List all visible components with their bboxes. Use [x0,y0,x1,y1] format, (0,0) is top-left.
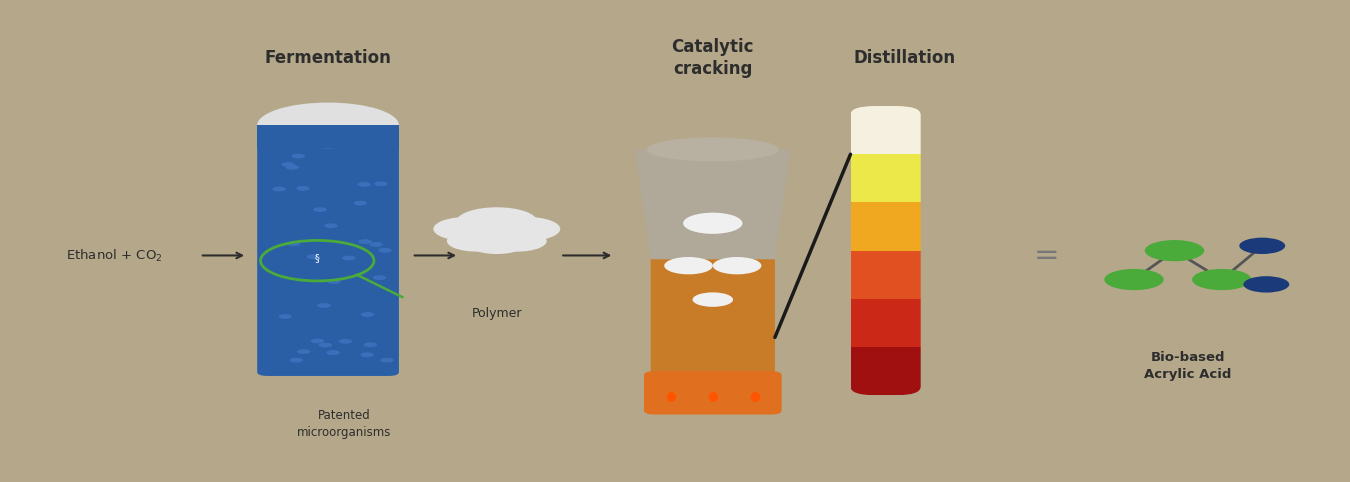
Text: Bio-based
Acrylic Acid: Bio-based Acrylic Acid [1145,351,1231,381]
Circle shape [281,162,294,167]
Circle shape [286,165,300,170]
Circle shape [378,248,392,253]
Circle shape [1192,269,1251,290]
Text: Ethanol + CO$_2$: Ethanol + CO$_2$ [66,247,163,264]
Circle shape [456,207,537,236]
Circle shape [286,241,300,246]
Bar [850,347,921,395]
Circle shape [319,343,332,348]
Text: §: § [315,253,320,263]
Text: Patented
microorganisms: Patented microorganisms [297,409,392,439]
Text: ●: ● [707,389,718,402]
Polygon shape [636,149,791,259]
Circle shape [358,182,371,187]
Circle shape [467,233,526,254]
Circle shape [664,257,713,274]
Circle shape [327,279,340,284]
Text: =: = [1034,241,1058,270]
FancyBboxPatch shape [651,164,775,376]
Circle shape [1243,276,1289,293]
Circle shape [1145,240,1204,261]
Circle shape [278,314,292,319]
Text: Distillation: Distillation [853,49,956,67]
Text: ●: ● [666,389,676,402]
Circle shape [493,217,560,241]
Circle shape [360,352,374,357]
Circle shape [273,187,286,191]
Text: Catalytic
cracking: Catalytic cracking [671,38,755,78]
Circle shape [310,338,324,343]
Circle shape [381,358,394,362]
Circle shape [693,293,733,307]
Ellipse shape [647,137,779,161]
Circle shape [374,182,387,187]
Circle shape [354,201,367,205]
Bar [850,299,921,347]
Bar [256,125,398,148]
Ellipse shape [256,103,400,148]
Circle shape [713,257,761,274]
Bar [850,251,921,299]
FancyBboxPatch shape [644,371,782,415]
Circle shape [292,154,305,159]
Circle shape [313,207,327,212]
Circle shape [360,312,374,317]
Circle shape [324,223,338,228]
Bar [850,154,921,202]
Bar [850,202,921,251]
Circle shape [1239,238,1285,254]
Bar [850,106,921,154]
Circle shape [1104,269,1164,290]
Text: Polymer: Polymer [471,307,522,320]
Circle shape [369,242,382,247]
Circle shape [433,217,501,241]
Text: ●: ● [749,389,760,402]
Circle shape [297,349,310,354]
Circle shape [289,358,302,362]
Circle shape [363,342,377,347]
Circle shape [306,254,320,259]
Circle shape [339,339,352,344]
Circle shape [487,230,547,252]
Circle shape [297,186,310,191]
Circle shape [373,275,386,280]
Circle shape [342,255,355,260]
Circle shape [317,303,331,308]
FancyBboxPatch shape [256,125,398,376]
Circle shape [327,350,340,355]
Circle shape [683,213,743,234]
Circle shape [358,239,371,244]
Circle shape [447,230,506,252]
Text: Fermentation: Fermentation [265,49,392,67]
